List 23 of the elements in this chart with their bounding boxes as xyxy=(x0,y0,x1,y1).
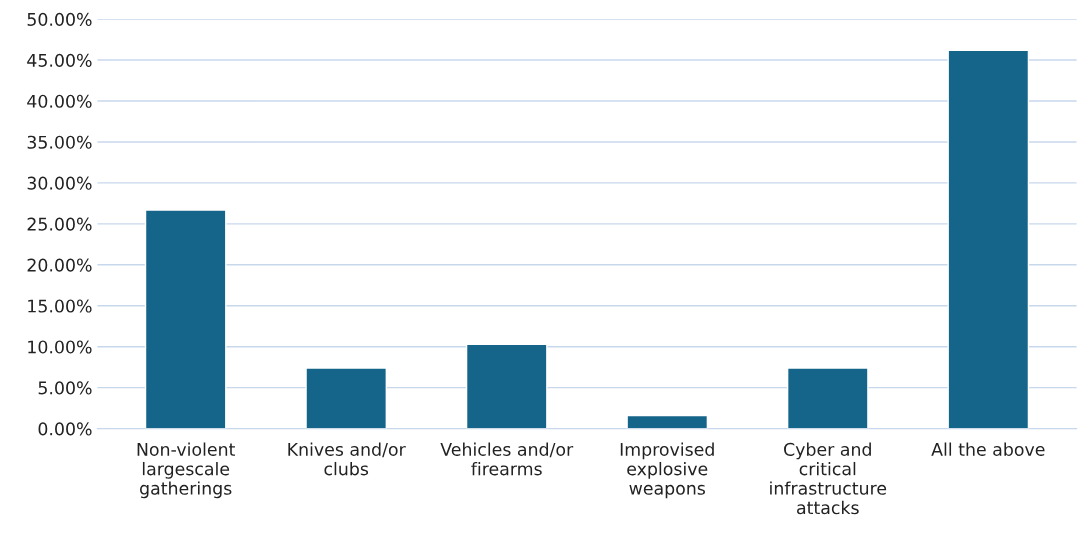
y-tick-label: 40.00% xyxy=(27,94,92,108)
bar xyxy=(786,367,869,429)
y-tick-label: 45.00% xyxy=(27,53,92,67)
bar xyxy=(144,209,227,429)
x-tick-label: Cyber and critical infrastructure attacks xyxy=(770,442,887,515)
bar xyxy=(947,49,1030,429)
bar xyxy=(305,367,388,429)
y-tick-label: 50.00% xyxy=(27,12,92,26)
y-tick-label: 35.00% xyxy=(27,135,92,149)
y-tick-label: 10.00% xyxy=(28,340,92,354)
y-tick-label: 0.00% xyxy=(38,422,92,436)
x-tick-label: Improvised explosive weapons xyxy=(620,442,714,499)
x-tick-label: Knives and/or clubs xyxy=(288,442,406,476)
y-tick-label: 5.00% xyxy=(38,381,92,395)
x-tick-label: All the above xyxy=(931,442,1045,456)
y-tick-label: 20.00% xyxy=(27,258,92,272)
y-tick-label: 25.00% xyxy=(27,217,92,231)
x-tick-label: Non-violent largescale gatherings xyxy=(137,442,235,499)
y-tick-label: 30.00% xyxy=(27,176,92,190)
bar xyxy=(626,414,709,429)
bar xyxy=(465,343,548,429)
x-tick-label: Vehicles and/or firearms xyxy=(440,442,574,476)
y-tick-label: 15.00% xyxy=(28,299,92,313)
